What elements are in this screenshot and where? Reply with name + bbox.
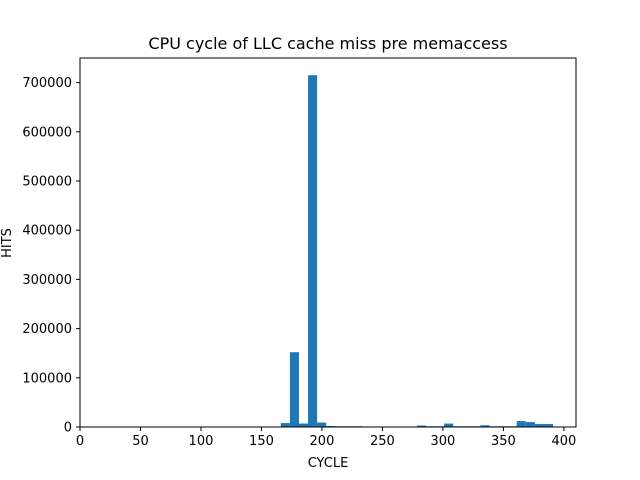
y-axis-ticks: 0 100000 200000 300000 400000 500000 600000 700…: [22, 76, 80, 436]
y-tick-label-0: 0: [64, 421, 72, 436]
y-tick-label-6: 600000: [22, 125, 72, 140]
y-tick-label-4: 400000: [22, 224, 72, 239]
x-tick-label-8: 400: [551, 434, 576, 449]
y-axis-label: HITS: [0, 228, 15, 258]
bar-4: [317, 422, 327, 427]
x-tick-label-2: 100: [189, 434, 214, 449]
bar-15: [416, 425, 426, 427]
x-tick-label-0: 0: [76, 434, 84, 449]
x-tick-label-5: 250: [370, 434, 395, 449]
bar-28: [534, 424, 544, 427]
bars-group: [280, 75, 554, 428]
x-tick-label-7: 350: [491, 434, 516, 449]
chart-title: CPU cycle of LLC cache miss pre memacces…: [148, 34, 507, 53]
y-tick-label-1: 100000: [22, 371, 72, 386]
bar-26: [516, 421, 526, 427]
bar-1: [289, 352, 299, 427]
y-tick-label-7: 700000: [22, 76, 72, 91]
y-tick-label-2: 200000: [22, 322, 72, 337]
x-tick-label-3: 150: [249, 434, 274, 449]
bar-0: [280, 423, 290, 427]
bar-29: [543, 424, 554, 427]
y-tick-label-3: 300000: [22, 273, 72, 288]
x-tick-label-6: 300: [431, 434, 456, 449]
plot-frame: [79, 57, 577, 428]
x-tick-label-1: 50: [132, 434, 149, 449]
bar-3: [308, 75, 318, 427]
x-axis-ticks: 0 50 100 150 200 250 300 350 400: [76, 427, 576, 449]
x-axis-label: CYCLE: [308, 456, 349, 471]
bar-18: [444, 423, 454, 427]
bar-2: [298, 423, 309, 427]
bar-27: [525, 422, 535, 427]
x-tick-label-4: 200: [310, 434, 335, 449]
y-tick-label-5: 500000: [22, 175, 72, 190]
bar-22: [480, 425, 490, 427]
